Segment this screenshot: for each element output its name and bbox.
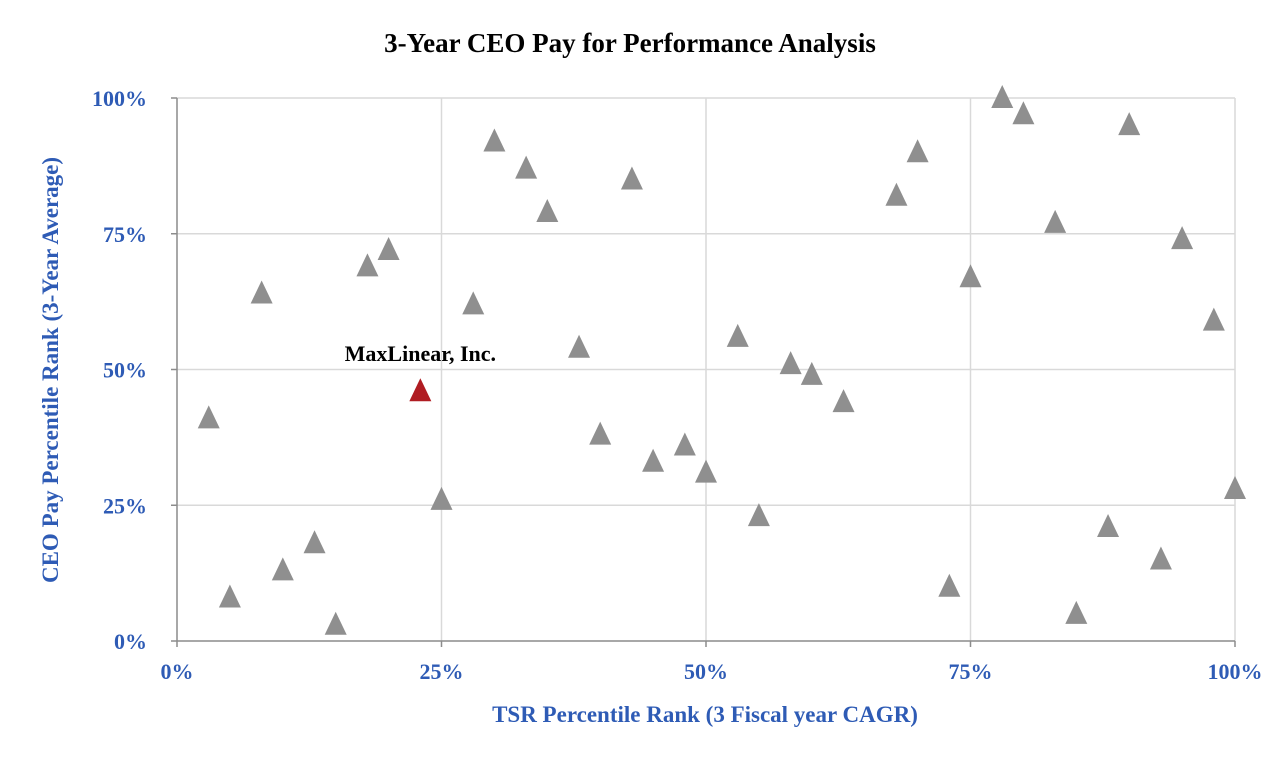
peer-point-marker	[324, 611, 347, 635]
peer-point-marker	[1224, 475, 1246, 499]
peer-point-marker	[462, 291, 485, 315]
peer-point-marker	[1097, 513, 1120, 537]
peer-point-marker	[483, 128, 506, 152]
x-axis-ticks: 0% 25% 50% 75% 100%	[161, 641, 1263, 684]
peer-point-marker	[1171, 226, 1194, 250]
peer-point-marker	[885, 182, 908, 206]
peer-point-marker	[1065, 600, 1088, 624]
peer-point-marker	[197, 405, 220, 429]
peer-point-marker	[747, 503, 770, 527]
x-tick-label: 75%	[949, 659, 993, 684]
peer-point-marker	[377, 237, 400, 261]
highlight-point-marker	[409, 378, 432, 402]
peer-point-marker	[695, 459, 717, 483]
peer-point-marker	[959, 264, 982, 288]
x-tick-label: 0%	[161, 659, 194, 684]
peer-point-marker	[906, 139, 929, 163]
x-tick-label: 25%	[420, 659, 464, 684]
grid	[177, 97, 1236, 641]
peer-point-marker	[620, 166, 643, 190]
peer-point-marker	[938, 573, 961, 597]
x-axis-title: TSR Percentile Rank (3 Fiscal year CAGR)	[492, 702, 918, 727]
peer-point-marker	[536, 199, 559, 223]
highlight-point-label: MaxLinear, Inc.	[345, 341, 496, 366]
y-tick-label: 50%	[103, 358, 147, 383]
peer-point-marker	[589, 421, 612, 445]
y-tick-label: 0%	[114, 629, 147, 654]
peer-point-marker	[1044, 209, 1067, 233]
y-tick-label: 75%	[103, 222, 147, 247]
peer-point-marker	[642, 448, 665, 472]
peer-point-marker	[356, 253, 379, 277]
peer-point-marker	[250, 280, 273, 304]
chart-title: 3-Year CEO Pay for Performance Analysis	[384, 28, 876, 58]
y-axis-ticks: 0% 25% 50% 75% 100%	[92, 86, 177, 654]
peer-point-marker	[568, 334, 591, 358]
peer-point-marker	[515, 155, 538, 179]
peer-point-marker	[832, 389, 855, 413]
x-tick-label: 100%	[1208, 659, 1263, 684]
peer-point-marker	[1118, 112, 1141, 136]
data-points	[197, 85, 1246, 635]
peer-point-marker	[991, 85, 1014, 108]
annotations: MaxLinear, Inc.	[345, 341, 496, 366]
y-tick-label: 25%	[103, 493, 147, 518]
y-axis-title: CEO Pay Percentile Rank (3-Year Average)	[38, 157, 63, 583]
peer-point-marker	[303, 530, 326, 554]
peer-point-marker	[271, 557, 294, 581]
peer-point-marker	[430, 486, 453, 510]
peer-point-marker	[726, 323, 749, 347]
peer-point-marker	[800, 361, 823, 385]
y-tick-label: 100%	[92, 86, 147, 111]
peer-point-marker	[1202, 307, 1225, 331]
peer-point-marker	[673, 432, 696, 456]
peer-point-marker	[779, 351, 802, 375]
peer-point-marker	[1149, 546, 1172, 570]
peer-point-marker	[1012, 101, 1035, 125]
peer-point-marker	[218, 584, 241, 608]
x-tick-label: 50%	[684, 659, 728, 684]
